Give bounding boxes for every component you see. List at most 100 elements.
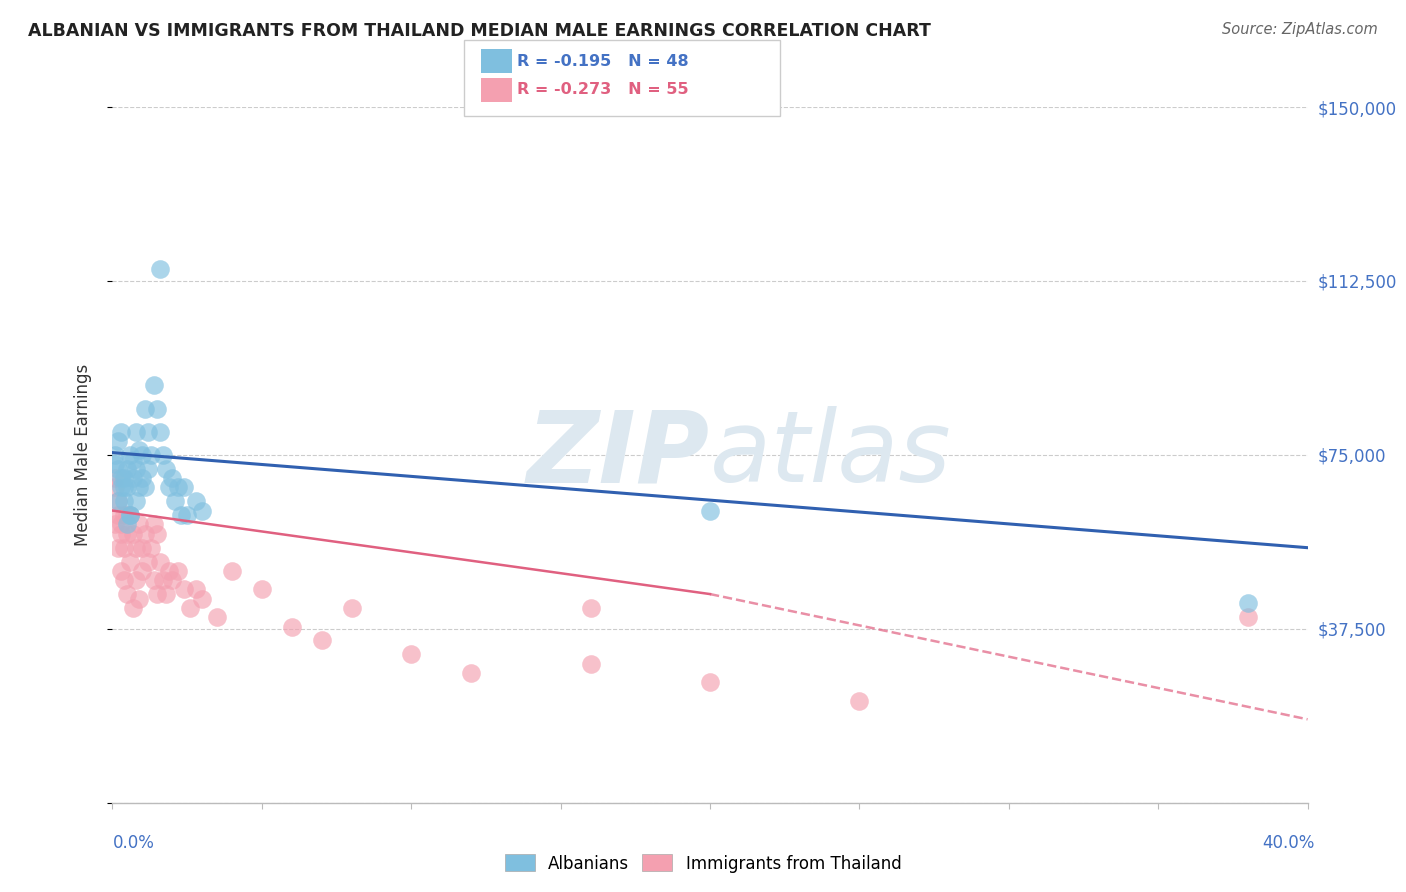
- Point: [117, 517, 139, 532]
- Point: [143, 517, 166, 532]
- Point: [311, 633, 333, 648]
- Point: [120, 508, 142, 523]
- Point: [191, 503, 214, 517]
- Point: [117, 587, 139, 601]
- Point: [143, 573, 166, 587]
- Point: [128, 591, 150, 606]
- Point: [104, 471, 127, 485]
- Point: [155, 587, 177, 601]
- Point: [155, 462, 177, 476]
- Point: [114, 471, 135, 485]
- Point: [138, 425, 160, 439]
- Text: R = -0.195   N = 48: R = -0.195 N = 48: [517, 54, 689, 69]
- Point: [114, 573, 135, 587]
- Point: [107, 462, 129, 476]
- Point: [125, 462, 148, 476]
- Point: [104, 448, 127, 462]
- Point: [120, 508, 142, 523]
- Point: [167, 480, 190, 494]
- Point: [117, 462, 139, 476]
- Point: [173, 582, 195, 597]
- Point: [104, 457, 127, 471]
- Point: [110, 471, 132, 485]
- Point: [340, 601, 363, 615]
- Point: [146, 587, 169, 601]
- Point: [120, 555, 142, 569]
- Point: [117, 480, 139, 494]
- Point: [110, 526, 132, 541]
- Point: [128, 517, 150, 532]
- Point: [107, 494, 129, 508]
- Point: [699, 503, 721, 517]
- Point: [138, 555, 160, 569]
- Point: [122, 526, 145, 541]
- Point: [1237, 610, 1260, 624]
- Point: [131, 448, 153, 462]
- Text: 0.0%: 0.0%: [112, 834, 155, 852]
- Y-axis label: Median Male Earnings: Median Male Earnings: [73, 364, 91, 546]
- Point: [117, 508, 139, 523]
- Point: [122, 471, 145, 485]
- Point: [114, 508, 135, 523]
- Point: [170, 508, 193, 523]
- Point: [125, 573, 148, 587]
- Point: [141, 448, 163, 462]
- Point: [146, 526, 169, 541]
- Point: [205, 610, 228, 624]
- Point: [250, 582, 273, 597]
- Point: [125, 425, 148, 439]
- Point: [114, 494, 135, 508]
- Point: [125, 541, 148, 555]
- Point: [131, 564, 153, 578]
- Point: [107, 541, 129, 555]
- Point: [162, 573, 183, 587]
- Point: [179, 601, 201, 615]
- Point: [125, 494, 148, 508]
- Point: [107, 434, 129, 448]
- Point: [186, 494, 208, 508]
- Text: ZIP: ZIP: [527, 407, 710, 503]
- Point: [134, 401, 156, 416]
- Point: [107, 494, 129, 508]
- Point: [167, 564, 190, 578]
- Point: [176, 508, 198, 523]
- Point: [162, 471, 183, 485]
- Point: [138, 462, 160, 476]
- Point: [157, 480, 180, 494]
- Point: [122, 452, 145, 467]
- Point: [848, 694, 870, 708]
- Point: [281, 619, 304, 633]
- Text: Source: ZipAtlas.com: Source: ZipAtlas.com: [1222, 22, 1378, 37]
- Point: [149, 555, 172, 569]
- Point: [104, 517, 127, 532]
- Point: [1237, 596, 1260, 610]
- Point: [110, 480, 132, 494]
- Point: [134, 480, 156, 494]
- Point: [110, 564, 132, 578]
- Point: [221, 564, 243, 578]
- Point: [152, 573, 174, 587]
- Point: [149, 262, 172, 277]
- Point: [110, 517, 132, 532]
- Point: [107, 508, 129, 523]
- Point: [131, 471, 153, 485]
- Point: [401, 648, 423, 662]
- Point: [131, 541, 153, 555]
- Point: [157, 564, 180, 578]
- Point: [191, 591, 214, 606]
- Point: [141, 541, 163, 555]
- Point: [110, 425, 132, 439]
- Point: [579, 601, 602, 615]
- Text: atlas: atlas: [710, 407, 952, 503]
- Point: [104, 480, 127, 494]
- Point: [114, 480, 135, 494]
- Point: [122, 601, 145, 615]
- Point: [120, 448, 142, 462]
- Point: [152, 448, 174, 462]
- Legend: Albanians, Immigrants from Thailand: Albanians, Immigrants from Thailand: [498, 847, 908, 880]
- Point: [146, 401, 169, 416]
- Point: [173, 480, 195, 494]
- Point: [117, 526, 139, 541]
- Point: [579, 657, 602, 671]
- Point: [128, 443, 150, 458]
